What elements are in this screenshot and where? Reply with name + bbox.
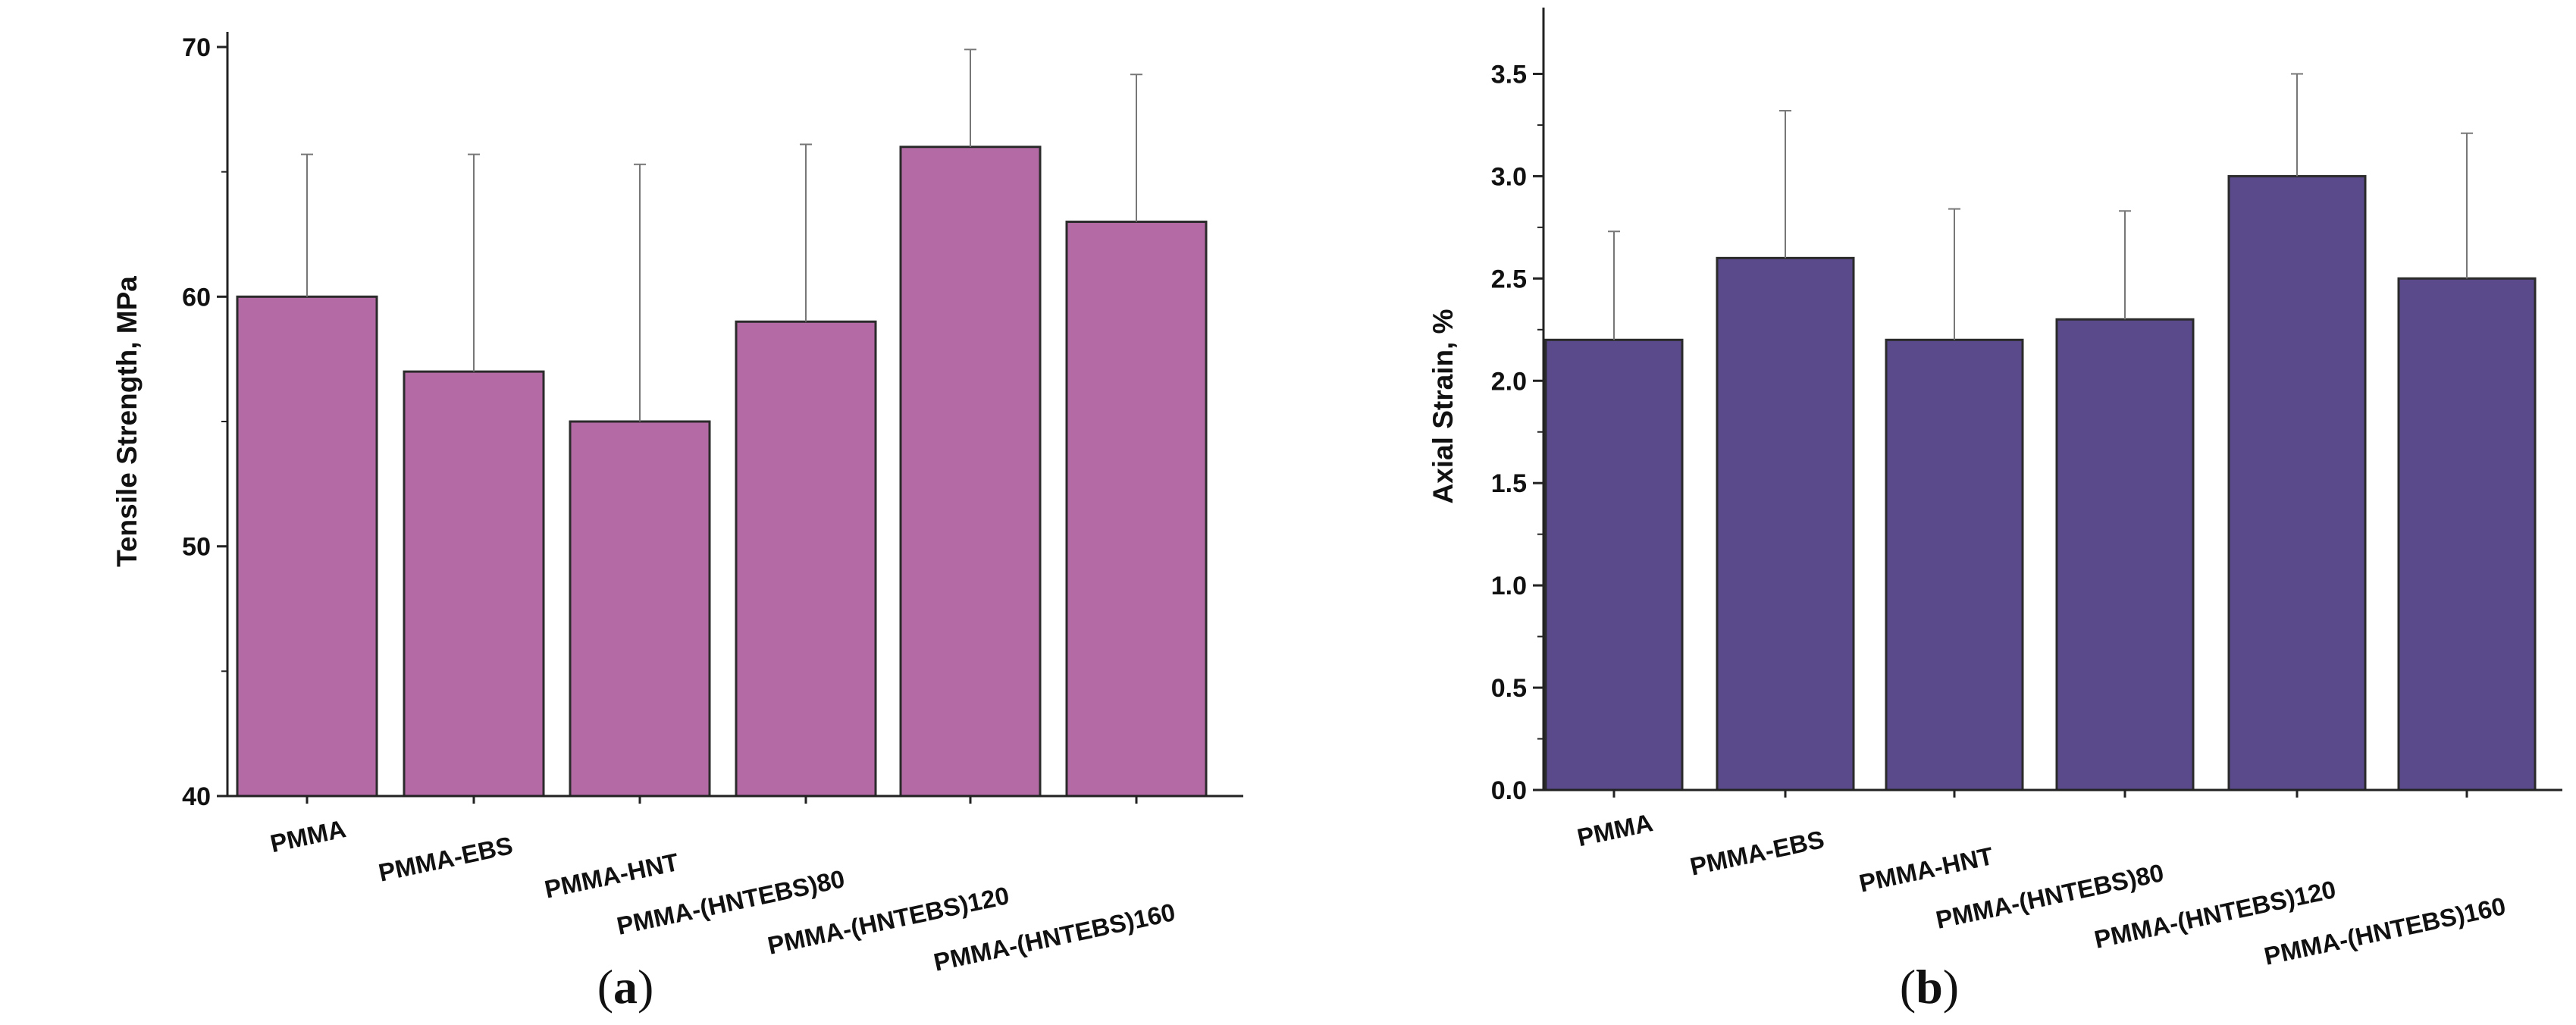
bar-a-3 (569, 420, 711, 798)
y-tick-label-b-3: 1.0 (1491, 572, 1527, 600)
bar-a-4 (735, 320, 877, 798)
error-bar-a-6 (1130, 74, 1142, 222)
error-bar-a-2 (468, 153, 480, 372)
bar-b-2 (1716, 256, 1855, 791)
error-bar-b-2 (1779, 110, 1791, 259)
category-label-a-3: PMMA-HNT (542, 848, 681, 904)
error-bar-a-4 (800, 143, 812, 322)
bar-a-5 (899, 146, 1042, 798)
category-label-a-2: PMMA-EBS (376, 831, 515, 887)
y-tick-label-b-2: 0.5 (1491, 674, 1527, 703)
bar-b-1 (1544, 338, 1684, 791)
y-tick-label-b-7: 3.0 (1491, 162, 1527, 191)
error-bar-b-3 (1948, 208, 1960, 340)
error-bar-b-6 (2461, 132, 2473, 279)
category-label-b-3: PMMA-HNT (1857, 842, 1995, 898)
y-tick-label-a-1: 40 (182, 782, 211, 811)
error-bar-b-1 (1608, 230, 1620, 340)
error-bar-a-5 (964, 49, 976, 147)
error-bar-a-1 (301, 153, 313, 297)
bar-b-4 (2055, 318, 2195, 791)
y-tick-label-a-3: 60 (182, 283, 211, 312)
bar-b-3 (1885, 338, 2024, 791)
bar-a-6 (1065, 221, 1208, 798)
bar-a-2 (403, 370, 545, 798)
category-label-a-1: PMMA (268, 814, 348, 857)
category-label-b-1: PMMA (1575, 808, 1655, 851)
y-tick-label-b-4: 1.5 (1491, 469, 1527, 498)
y-tick-label-b-8: 3.5 (1491, 60, 1527, 89)
y-axis-title-a: Tensile Strength, MPa (111, 276, 143, 567)
y-axis-title-b: Axial Strain, % (1427, 309, 1459, 503)
y-tick-label-b-1: 0.0 (1491, 776, 1527, 805)
error-bar-b-4 (2119, 210, 2131, 320)
y-tick-label-b-6: 2.5 (1491, 265, 1527, 293)
y-tick-label-a-2: 50 (182, 533, 211, 562)
bar-a-1 (236, 295, 378, 798)
y-tick-label-b-5: 2.0 (1491, 367, 1527, 396)
category-label-b-2: PMMA-EBS (1688, 825, 1826, 881)
bar-b-5 (2227, 174, 2367, 791)
bar-b-6 (2397, 277, 2537, 791)
panel-b-chart: 0.0 0.5 1.0 1.5 2.0 2.5 3.0 3.5 PMMA PMMA-EBS PMMA… (1427, 8, 2562, 1014)
panel-label-a: (a) (597, 960, 654, 1014)
error-bar-a-3 (634, 163, 646, 422)
error-bar-b-5 (2291, 73, 2303, 177)
y-tick-label-a-4: 70 (182, 33, 211, 62)
panel-label-b: (b) (1900, 960, 1959, 1014)
